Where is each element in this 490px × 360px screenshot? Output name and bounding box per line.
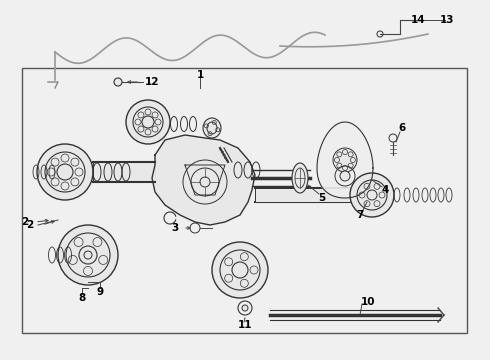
Circle shape [367, 190, 377, 200]
Text: 13: 13 [440, 15, 454, 25]
Circle shape [200, 177, 210, 187]
Circle shape [58, 225, 118, 285]
Text: 5: 5 [318, 193, 326, 203]
Circle shape [350, 173, 394, 217]
Circle shape [142, 116, 154, 128]
Text: 3: 3 [172, 223, 179, 233]
Circle shape [37, 144, 93, 200]
Circle shape [212, 242, 268, 298]
Text: 12: 12 [145, 77, 159, 87]
Text: 1: 1 [196, 70, 204, 80]
Ellipse shape [203, 118, 221, 138]
Text: 8: 8 [78, 293, 86, 303]
Circle shape [333, 148, 357, 172]
Circle shape [57, 164, 73, 180]
Text: 2: 2 [26, 220, 34, 230]
Polygon shape [152, 135, 255, 225]
Circle shape [114, 78, 122, 86]
Bar [255, 188, 368, 202]
Circle shape [340, 171, 350, 181]
Circle shape [79, 246, 97, 264]
Circle shape [232, 262, 248, 278]
Text: 2: 2 [22, 217, 28, 227]
Bar [22, 68, 467, 333]
Text: 9: 9 [97, 287, 103, 297]
Circle shape [126, 100, 170, 144]
Text: 4: 4 [381, 185, 389, 195]
Text: 11: 11 [238, 320, 252, 330]
Circle shape [242, 305, 248, 311]
Text: 7: 7 [356, 210, 364, 220]
Ellipse shape [292, 163, 308, 193]
Polygon shape [317, 122, 373, 198]
Bar [93, 162, 155, 182]
Text: 10: 10 [361, 297, 375, 307]
Text: 6: 6 [398, 123, 406, 133]
Text: 14: 14 [411, 15, 425, 25]
